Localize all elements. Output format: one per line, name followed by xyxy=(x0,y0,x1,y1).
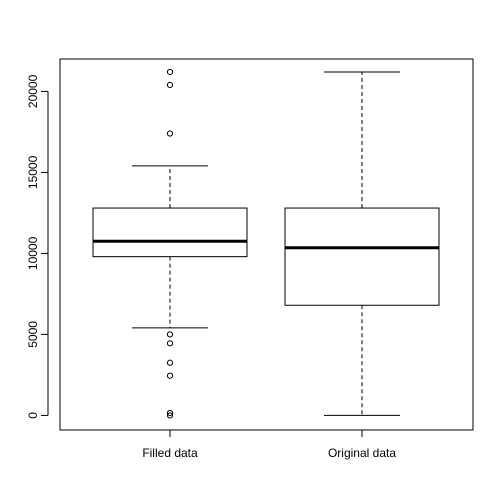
outlier-point xyxy=(166,68,174,76)
y-tick-label: 0 xyxy=(26,412,40,419)
y-axis: 0 5000 10000 15000 20000 xyxy=(26,74,49,419)
y-tick-label: 15000 xyxy=(26,155,40,189)
x-axis: Filled data Original data xyxy=(142,429,396,460)
box-group xyxy=(92,68,248,419)
x-tick-label: Filled data xyxy=(142,446,198,460)
outlier-point xyxy=(166,412,174,419)
iqr-box xyxy=(284,207,440,306)
outlier-point xyxy=(166,340,174,347)
y-tick-label: 5000 xyxy=(26,321,40,348)
outlier-point xyxy=(166,359,174,366)
y-tick-label: 20000 xyxy=(26,74,40,108)
iqr-box xyxy=(92,207,248,258)
outlier-point xyxy=(166,81,174,89)
x-tick-label: Original data xyxy=(328,446,396,460)
box-group xyxy=(284,71,440,416)
outlier-point xyxy=(166,409,174,417)
outlier-point xyxy=(166,372,174,379)
y-tick-label: 10000 xyxy=(26,236,40,270)
outlier-point xyxy=(166,331,174,338)
boxes xyxy=(92,68,440,419)
outlier-point xyxy=(166,130,174,137)
